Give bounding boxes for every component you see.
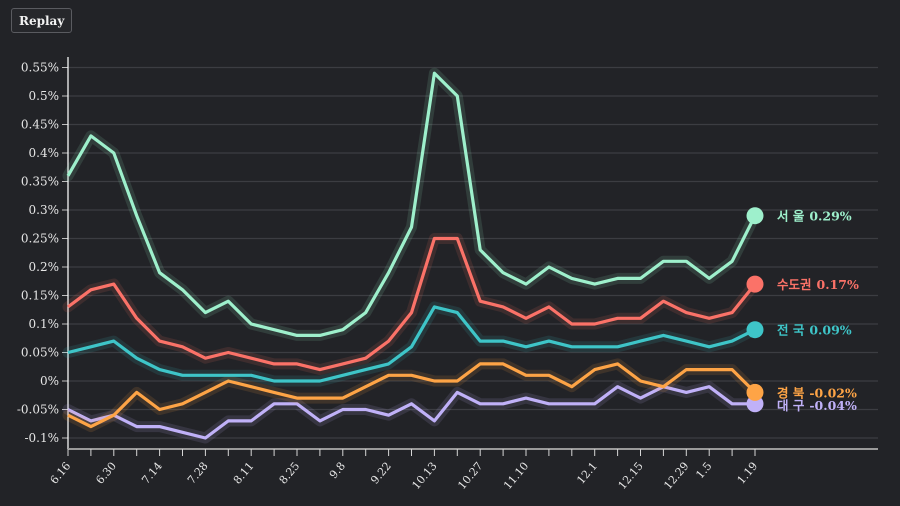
series-value: 0.29% [809,209,851,224]
replay-button[interactable]: Replay [11,8,73,33]
y-tick-label: 0.15% [21,289,59,303]
y-tick-label: 0.35% [21,175,59,189]
series-name: 경 북 [777,385,805,400]
y-tick-label: 0.3% [29,203,60,217]
gridlines [68,66,878,439]
series-name: 수도권 [777,277,812,292]
series-name: 전 국 [777,323,805,338]
x-tick-label: 12.29 [661,460,691,492]
y-tick-label: 0.4% [29,146,60,160]
x-tick-label: 9.22 [368,460,394,487]
series-end-label: 경 북 -0.02% [777,385,857,400]
series-end-marker [746,275,764,293]
y-tick-label: 0.2% [29,260,60,274]
y-tick-label: 0.25% [21,232,59,246]
series-line [67,362,757,429]
x-tick-label: 10.27 [455,460,485,492]
series-end-label: 수도권 0.17% [777,277,859,292]
x-tick-label: 12.15 [616,460,646,492]
y-tick-label: 0.55% [21,61,59,75]
y-axis: -0.1% -0.05% 0% 0.05% 0.1% 0.15% 0.2% 0.25% 0.3%… [17,57,69,449]
series-line [67,385,755,440]
series-end-marker [746,321,764,339]
series-line [66,71,757,337]
series-name: 대 구 [777,398,805,413]
series-line [67,236,757,372]
y-tick-label: 0% [40,374,59,388]
x-tick-label: 6.16 [48,460,74,487]
x-tick-label: 10.13 [409,460,439,492]
x-axis: 6.16 6.30 7.14 7.28 8.11 8.25 9.8 9.22 10.13 10.2… [48,448,878,492]
series-value: 0.09% [809,323,851,338]
series-lines [62,67,761,444]
x-tick-label: 1.19 [735,460,761,487]
series-value: -0.02% [809,385,857,400]
series-line [67,305,756,383]
x-tick-label: 8.11 [231,460,257,487]
y-tick-label: 0.1% [29,317,60,331]
series-end-marker [746,383,764,401]
x-tick-label: 7.14 [139,460,165,487]
series-name: 서 울 [777,209,805,224]
x-tick-label: 6.30 [93,460,119,487]
x-tick-label: 8.25 [277,460,303,487]
y-tick-label: -0.1% [24,431,59,445]
x-tick-label: 11.10 [501,460,531,492]
series-value: -0.04% [809,398,857,413]
x-tick-label: 1.5 [693,460,714,482]
x-tick-label: 9.8 [327,460,348,482]
y-tick-label: 0.5% [29,89,60,103]
series-end-marker [746,207,764,225]
series-end-label: 서 울 0.29% [777,209,852,224]
series-end-label: 전 국 0.09% [777,323,852,338]
y-tick-label: 0.05% [21,346,59,360]
series-end-label: 대 구 -0.04% [777,398,857,413]
series-end-labels: 서 울 0.29% 수도권 0.17% 전 국 0.09% 경 북 -0.02% 대 구 -0.0… [746,207,859,413]
x-tick-label: 7.28 [185,460,211,487]
series-value: 0.17% [817,277,859,292]
y-tick-label: 0.45% [21,118,59,132]
y-tick-label: -0.05% [17,403,59,417]
x-tick-label: 12.1 [574,460,600,487]
